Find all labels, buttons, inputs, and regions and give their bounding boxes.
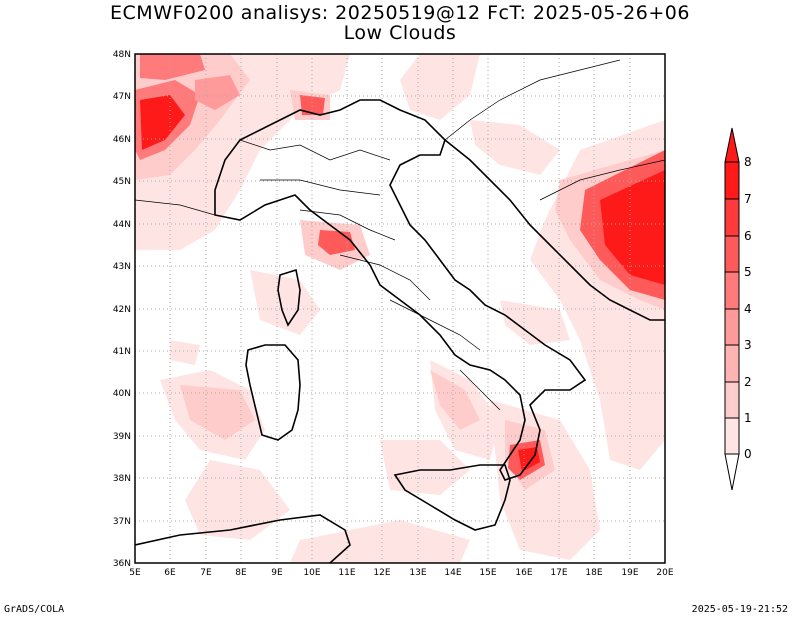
lat-label: 42N (113, 305, 131, 315)
lon-label: 9E (271, 568, 283, 578)
colorbar-segment (724, 271, 740, 310)
lon-label: 10E (303, 568, 320, 578)
lat-axis: 48N 47N 46N 45N 44N 43N 42N 41N 40N 39N … (113, 50, 131, 569)
lat-label: 38N (113, 474, 131, 484)
lon-label: 16E (515, 568, 532, 578)
lon-label: 12E (373, 568, 390, 578)
lon-label: 15E (479, 568, 496, 578)
lon-label: 13E (409, 568, 426, 578)
lon-label: 7E (200, 568, 212, 578)
lat-label: 47N (113, 92, 131, 102)
colorbar-label: 4 (744, 302, 752, 316)
colorbar-top-arrow (724, 127, 740, 163)
colorbar-label: 0 (744, 447, 752, 461)
lon-label: 18E (585, 568, 602, 578)
lat-label: 37N (113, 517, 131, 527)
plot-frame (134, 53, 666, 564)
lon-label: 8E (235, 568, 247, 578)
colorbar-segment (724, 344, 740, 383)
region-borders (135, 59, 665, 411)
colorbar-label: 1 (744, 411, 752, 425)
colorbar-label: 2 (744, 375, 752, 389)
colorbar-label: 6 (744, 229, 752, 243)
colorbar-segment (724, 235, 740, 273)
lat-label: 40N (113, 389, 131, 399)
lat-label: 43N (113, 262, 131, 272)
lon-label: 5E (129, 568, 141, 578)
colorbar-label: 5 (744, 265, 752, 279)
lat-label: 46N (113, 135, 131, 145)
colorbar-segment (724, 308, 740, 346)
lon-label: 17E (550, 568, 567, 578)
map-subtitle: Low Clouds (343, 22, 457, 44)
lon-label: 6E (164, 568, 176, 578)
colorbar: 8 7 6 5 4 3 2 1 0 (724, 127, 752, 491)
lat-label: 39N (113, 432, 131, 442)
colorbar-segment (724, 198, 740, 237)
lat-label: 44N (113, 220, 131, 230)
colorbar-segment (724, 417, 740, 455)
colorbar-bottom-arrow (724, 453, 740, 491)
footer-timestamp: 2025-05-19-21:52 (691, 604, 788, 615)
map-title: ECMWF0200 analisys: 20250519@12 FcT: 202… (110, 2, 690, 24)
colorbar-label: 3 (744, 338, 752, 352)
cloud-shading (135, 54, 665, 563)
lon-label: 20E (656, 568, 673, 578)
lat-label: 45N (113, 177, 131, 187)
lat-label: 41N (113, 347, 131, 357)
colorbar-segment (724, 161, 740, 200)
gridlines (135, 54, 665, 563)
lat-label: 36N (113, 559, 131, 569)
colorbar-label: 8 (744, 155, 752, 169)
lon-label: 11E (338, 568, 355, 578)
lon-label: 14E (444, 568, 461, 578)
lon-axis: 5E 6E 7E 8E 9E 10E 11E 12E 13E 14E 15E 1… (129, 568, 674, 578)
footer-credit: GrADS/COLA (4, 604, 65, 615)
lon-label: 19E (621, 568, 638, 578)
lat-label: 48N (113, 50, 131, 60)
colorbar-segment (724, 381, 740, 419)
colorbar-label: 7 (744, 192, 752, 206)
coastlines (135, 99, 665, 563)
